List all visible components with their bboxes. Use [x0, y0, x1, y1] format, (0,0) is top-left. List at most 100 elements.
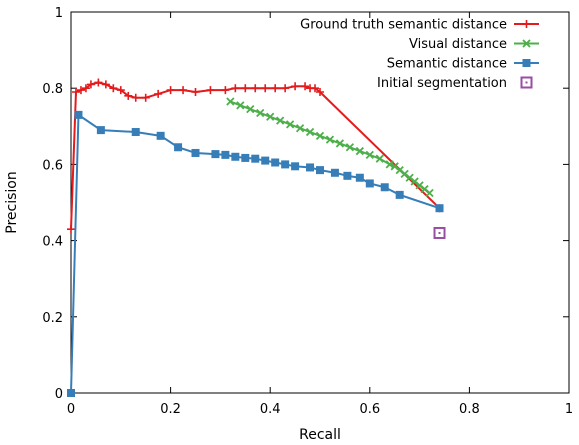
- data-point: [241, 84, 250, 93]
- data-point: [281, 160, 290, 169]
- data-point: [154, 89, 163, 98]
- data-point: [101, 80, 110, 89]
- x-axis-label: Recall: [299, 427, 341, 443]
- legend-swatch-marker: [522, 59, 531, 67]
- data-point: [261, 84, 270, 93]
- data-point: [116, 86, 125, 95]
- data-point: [166, 86, 175, 95]
- series-1: [226, 97, 434, 198]
- data-point: [315, 131, 325, 140]
- data-point: [281, 84, 290, 93]
- data-point: [271, 158, 280, 167]
- legend-label: Ground truth semantic distance: [300, 18, 507, 33]
- data-point: [365, 150, 374, 160]
- data-point: [395, 190, 404, 199]
- data-point: [425, 188, 434, 198]
- data-point: [131, 93, 140, 102]
- data-point: [226, 97, 235, 106]
- data-point: [271, 84, 280, 93]
- data-point: [285, 120, 295, 129]
- data-point: [316, 88, 324, 97]
- data-point: [433, 226, 446, 239]
- data-point: [380, 183, 389, 192]
- data-point: [67, 389, 75, 397]
- data-point: [131, 128, 140, 137]
- legend-label: Semantic distance: [387, 57, 507, 72]
- data-point: [330, 168, 339, 177]
- data-point: [355, 173, 364, 182]
- y-axis-label: Precision: [4, 171, 20, 233]
- data-point: [76, 86, 85, 95]
- legend-swatch-marker: [522, 39, 531, 48]
- series-0: [67, 78, 444, 234]
- data-point: [206, 86, 215, 95]
- y-tick-label: 0.8: [42, 82, 63, 97]
- y-tick-label: 1: [55, 6, 63, 21]
- legend-swatch-marker: [520, 76, 533, 89]
- data-point: [71, 88, 80, 97]
- series-line-1: [230, 100, 431, 194]
- data-point: [109, 84, 118, 93]
- data-point: [191, 88, 200, 97]
- data-point: [251, 84, 260, 93]
- data-point: [251, 154, 260, 163]
- data-point: [295, 124, 305, 133]
- x-tick-label: 1: [565, 402, 573, 417]
- legend-label: Initial segmentation: [377, 76, 507, 91]
- legend-swatch-marker-center: [525, 81, 528, 84]
- series-2: [67, 110, 444, 397]
- data-point: [74, 110, 83, 119]
- data-point: [67, 225, 75, 234]
- data-point: [291, 162, 300, 171]
- data-point: [306, 163, 315, 172]
- data-point: [246, 105, 255, 114]
- y-tick-label: 0.2: [42, 311, 63, 326]
- data-point: [365, 179, 374, 188]
- x-tick-label: 0.2: [160, 402, 181, 417]
- data-point: [261, 156, 270, 165]
- axis-ticks: 0 0.2 0.4 0.6 0.8 1 0 0.2 0.4 0.6 0.8 1: [42, 6, 573, 417]
- data-point: [385, 160, 394, 169]
- data-point: [86, 80, 95, 89]
- series-layer: [67, 78, 446, 397]
- data-point: [231, 84, 240, 93]
- data-point: [311, 84, 320, 93]
- data-point: [231, 152, 240, 161]
- data-point: [94, 78, 103, 87]
- data-point: [345, 143, 355, 152]
- data-point: [316, 166, 324, 175]
- data-point: [291, 82, 300, 91]
- y-tick-label: 0.6: [42, 158, 63, 173]
- legend-swatch-marker: [522, 20, 531, 28]
- data-point: [179, 86, 188, 95]
- x-tick-label: 0.8: [459, 402, 480, 417]
- data-point: [124, 91, 133, 100]
- y-tick-label: 0.4: [42, 235, 63, 250]
- data-point: [266, 112, 275, 121]
- data-point-center: [438, 231, 441, 234]
- x-tick-label: 0.4: [260, 402, 281, 417]
- data-point: [96, 126, 105, 135]
- data-point: [174, 143, 183, 152]
- data-point: [221, 150, 230, 159]
- x-tick-label: 0.6: [359, 402, 380, 417]
- data-point: [241, 153, 250, 162]
- data-point: [335, 139, 345, 148]
- data-point: [141, 93, 150, 102]
- data-point: [81, 84, 90, 93]
- legend: Ground truth semantic distance Visual dis…: [300, 18, 539, 91]
- data-point: [276, 116, 285, 125]
- data-point: [343, 171, 352, 180]
- data-point: [221, 86, 230, 95]
- data-point: [305, 127, 315, 137]
- data-point: [375, 154, 384, 163]
- data-point: [355, 146, 364, 156]
- data-point: [325, 135, 335, 144]
- data-point: [435, 204, 444, 213]
- series-3: [433, 226, 446, 239]
- data-point: [301, 82, 310, 91]
- legend-label: Visual distance: [409, 37, 507, 52]
- x-tick-label: 0: [67, 402, 75, 417]
- data-point: [191, 148, 200, 157]
